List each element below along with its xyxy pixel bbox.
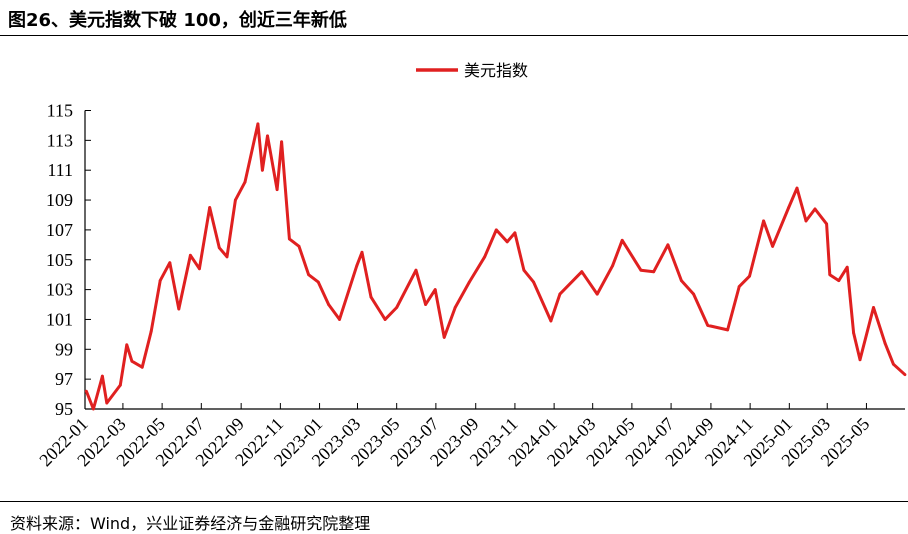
y-tick-label: 103 [46, 280, 73, 300]
data-point [307, 273, 311, 277]
data-point [692, 292, 695, 296]
data-point [825, 222, 828, 226]
data-point [666, 243, 670, 247]
series-line-0 [84, 122, 907, 411]
data-point [287, 237, 291, 241]
data-point [125, 343, 129, 347]
data-point [595, 292, 599, 296]
data-point [845, 265, 849, 269]
data-point [787, 206, 791, 209]
y-tick-label: 95 [55, 399, 73, 419]
data-point [327, 303, 330, 306]
data-point [522, 268, 526, 272]
data-point [149, 329, 153, 333]
data-point [260, 168, 264, 172]
data-point [243, 180, 247, 184]
data-point [158, 279, 162, 283]
data-point [297, 244, 301, 248]
data-point [558, 292, 562, 296]
data-point [188, 253, 192, 257]
data-point [395, 306, 399, 309]
data-point [91, 407, 95, 411]
data-point [513, 231, 517, 235]
data-point [532, 280, 535, 284]
data-point [256, 122, 260, 126]
data-point [105, 401, 109, 405]
data-point [360, 250, 364, 254]
data-point [852, 331, 855, 335]
data-point [679, 279, 683, 283]
data-point [726, 328, 730, 332]
data-point [549, 319, 553, 323]
data-point [338, 318, 341, 321]
data-point [652, 270, 656, 274]
y-tick-label: 97 [55, 369, 73, 389]
title-divider [0, 35, 908, 36]
data-point [280, 140, 284, 144]
legend-label: 美元指数 [464, 61, 528, 80]
y-tick-label: 101 [46, 309, 73, 329]
data-point [383, 318, 387, 321]
data-point [233, 198, 237, 202]
data-point [611, 264, 615, 268]
data-point [355, 264, 359, 268]
data-point [467, 280, 471, 284]
data-point [892, 362, 895, 366]
data-point [483, 255, 487, 259]
data-point [130, 359, 134, 363]
data-point [837, 279, 841, 283]
data-point [414, 268, 418, 272]
data-point [762, 219, 766, 223]
data-point [316, 280, 320, 284]
y-tick-label: 99 [55, 339, 73, 359]
data-point [275, 188, 279, 192]
data-point [118, 383, 122, 387]
data-point [442, 335, 446, 339]
y-tick-label: 111 [47, 160, 73, 180]
data-point [140, 365, 144, 369]
data-point [433, 288, 437, 291]
data-point [84, 389, 88, 393]
data-point [580, 270, 584, 274]
data-point [795, 186, 799, 190]
data-point [424, 303, 427, 306]
y-tick-label: 107 [46, 220, 73, 240]
data-point [494, 228, 498, 232]
data-point [858, 358, 862, 362]
data-point [828, 273, 832, 277]
data-point [639, 268, 643, 272]
legend: 美元指数 [416, 61, 528, 80]
data-point [100, 374, 104, 378]
data-point [813, 207, 817, 211]
data-point [706, 324, 710, 327]
data-point [748, 274, 751, 278]
data-point [217, 246, 221, 250]
data-point [369, 295, 373, 299]
data-point [266, 134, 269, 138]
y-tick-label: 105 [46, 250, 73, 270]
data-point [208, 206, 212, 209]
data-point [872, 306, 875, 309]
data-point [453, 306, 457, 309]
data-point [168, 261, 172, 265]
y-tick-label: 109 [46, 190, 73, 210]
y-tick-label: 115 [47, 101, 73, 121]
data-point [804, 219, 808, 223]
footer-divider [0, 501, 908, 502]
data-point [883, 341, 887, 345]
data-point [505, 240, 509, 244]
data-point [225, 255, 229, 259]
y-tick-label: 113 [47, 130, 73, 150]
data-point [620, 238, 624, 242]
data-point [197, 267, 201, 271]
chart-title: 图26、美元指数下破 100，创近三年新低 [8, 10, 347, 31]
data-point [771, 244, 775, 248]
source-note: 资料来源：Wind，兴业证券经济与金融研究院整理 [10, 514, 371, 533]
data-point [903, 373, 907, 377]
data-point [737, 285, 741, 289]
data-point [177, 307, 181, 311]
